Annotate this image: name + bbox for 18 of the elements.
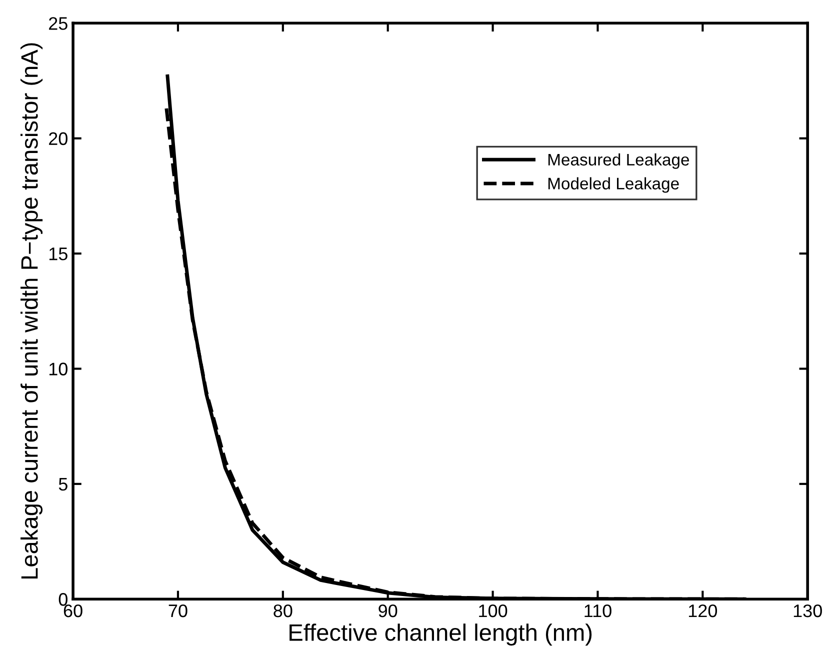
legend-label: Measured Leakage xyxy=(548,153,690,169)
x-tick-label: 100 xyxy=(479,604,508,618)
x-tick-label: 80 xyxy=(274,604,292,618)
legend-label: Modeled Leakage xyxy=(548,177,679,193)
x-axis-title: Effective channel length (nm) xyxy=(290,624,592,646)
y-tick-label: 20 xyxy=(49,132,68,146)
x-tick-label: 70 xyxy=(168,604,188,618)
x-tick-label: 120 xyxy=(688,604,718,618)
x-tick-label: 110 xyxy=(584,604,612,618)
y-axis-title: Leakage current of unit width P−type transistor (nA) xyxy=(20,43,43,579)
x-tick-label: 90 xyxy=(378,604,398,618)
x-tick-label: 130 xyxy=(794,604,822,618)
x-tick-label: 60 xyxy=(64,604,82,618)
y-tick-label: 15 xyxy=(49,248,68,260)
y-tick-label: 0 xyxy=(58,593,68,606)
y-tick-label: 5 xyxy=(58,478,68,491)
y-tick-label: 25 xyxy=(49,17,68,30)
y-tick-label: 10 xyxy=(49,362,68,376)
